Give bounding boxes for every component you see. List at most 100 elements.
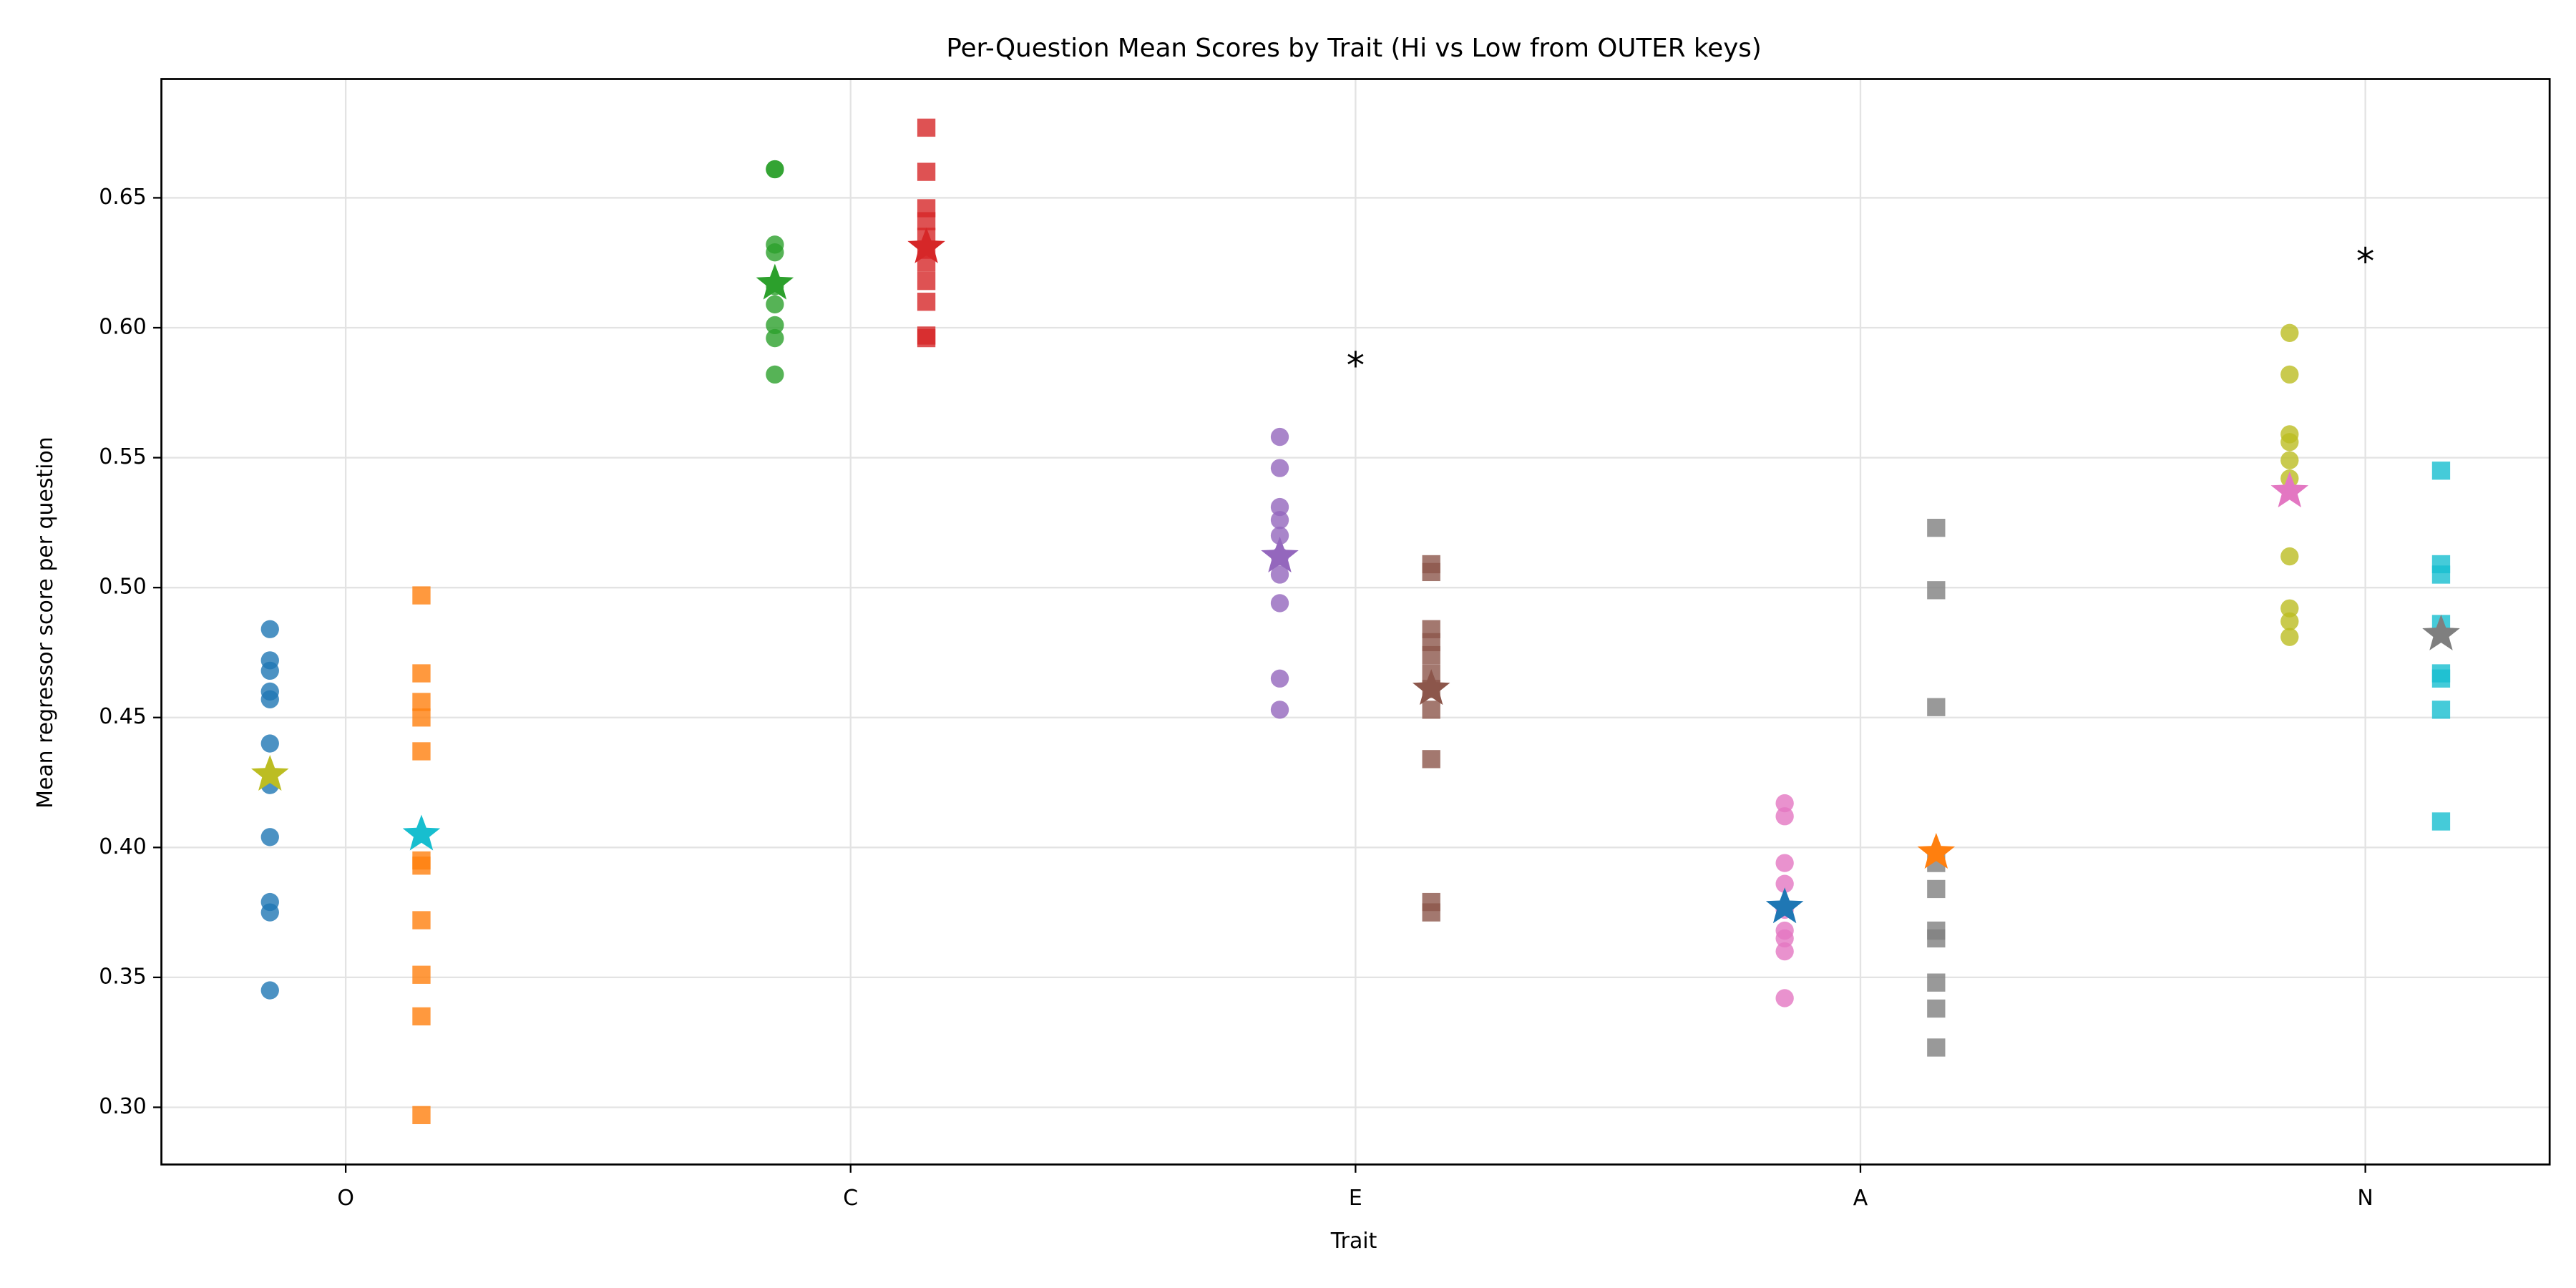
point <box>1927 879 1946 899</box>
mean-marker <box>1765 887 1804 924</box>
point <box>1422 645 1440 665</box>
point <box>412 742 431 761</box>
point <box>1927 581 1946 600</box>
point <box>1775 929 1794 948</box>
point <box>1775 874 1794 893</box>
point <box>1270 565 1289 584</box>
x-tick-label: N <box>2357 1186 2373 1211</box>
point <box>1927 973 1946 992</box>
point <box>2280 451 2299 469</box>
point <box>1270 669 1289 688</box>
point <box>2280 547 2299 566</box>
mean-marker <box>1917 832 1956 869</box>
x-axis-label: Trait <box>1330 1229 1377 1254</box>
y-tick-label: 0.60 <box>99 315 147 340</box>
point <box>412 586 431 605</box>
mean-marker <box>907 227 945 263</box>
x-tick-label: C <box>843 1186 858 1211</box>
y-tick-label: 0.45 <box>99 704 147 729</box>
point <box>1775 942 1794 961</box>
point <box>260 661 279 680</box>
point <box>1422 701 1440 719</box>
point <box>412 708 431 727</box>
point <box>1270 459 1289 477</box>
point <box>1270 427 1289 447</box>
point <box>2280 365 2299 384</box>
point <box>1775 794 1794 813</box>
point <box>1927 698 1946 716</box>
point <box>917 293 936 311</box>
point <box>2431 565 2451 584</box>
y-tick-label: 0.55 <box>99 444 147 469</box>
point <box>2280 628 2299 646</box>
point <box>1270 497 1289 517</box>
point <box>1422 903 1440 922</box>
y-tick-label: 0.50 <box>99 575 147 600</box>
chart-title: Per-Question Mean Scores by Trait (Hi vs… <box>946 34 1761 63</box>
point <box>766 365 784 384</box>
point <box>412 1106 431 1125</box>
point <box>260 620 279 638</box>
plot-area: O C E A N 0.30 0.35 0.40 0.45 0.50 0.55 0.60 0.65 * * <box>99 79 2550 1211</box>
mean-marker <box>402 814 441 851</box>
point <box>1270 701 1289 719</box>
point <box>917 162 936 181</box>
point <box>2431 462 2451 480</box>
point <box>917 118 936 137</box>
point <box>260 981 279 1000</box>
point <box>2431 669 2451 688</box>
point <box>412 1007 431 1026</box>
point <box>412 664 431 683</box>
point <box>766 295 784 313</box>
point <box>1927 518 1946 537</box>
point <box>1927 929 1946 948</box>
annotation: * <box>2356 240 2374 283</box>
mean-marker <box>1412 669 1450 706</box>
point <box>766 243 784 262</box>
mean-marker <box>756 263 794 300</box>
x-tick-label: A <box>1853 1186 1868 1211</box>
point <box>260 828 279 847</box>
point <box>2280 323 2299 342</box>
point <box>766 316 784 335</box>
mean-marker <box>1261 536 1299 572</box>
y-tick-label: 0.40 <box>99 834 147 859</box>
point <box>412 965 431 984</box>
mean-marker <box>2270 472 2309 508</box>
point <box>2280 599 2299 618</box>
x-tick-label: O <box>337 1186 354 1211</box>
point <box>1270 594 1289 613</box>
point <box>260 903 279 922</box>
point <box>260 690 279 708</box>
point <box>917 328 936 348</box>
point <box>2280 612 2299 631</box>
x-tick-label: E <box>1349 1186 1362 1211</box>
plot-frame <box>160 78 2551 1166</box>
point <box>1270 526 1289 545</box>
point <box>1775 854 1794 872</box>
point <box>1775 989 1794 1008</box>
point <box>917 271 936 291</box>
point <box>260 734 279 753</box>
y-tick-label: 0.65 <box>99 185 147 210</box>
point <box>766 328 784 348</box>
mean-marker <box>2422 614 2460 650</box>
point <box>1270 511 1289 530</box>
y-axis-label: Mean regressor score per question <box>33 436 58 809</box>
point <box>1422 750 1440 769</box>
mean-marker <box>251 755 289 791</box>
point <box>917 212 936 230</box>
point <box>1927 1038 1946 1057</box>
point <box>2431 812 2451 831</box>
point <box>2280 433 2299 452</box>
y-tick-label: 0.35 <box>99 964 147 989</box>
point <box>412 693 431 711</box>
point <box>1422 562 1440 582</box>
point <box>2431 701 2451 719</box>
point <box>1775 807 1794 826</box>
point <box>1927 999 1946 1018</box>
point <box>412 857 431 875</box>
annotation: * <box>1347 344 1365 386</box>
